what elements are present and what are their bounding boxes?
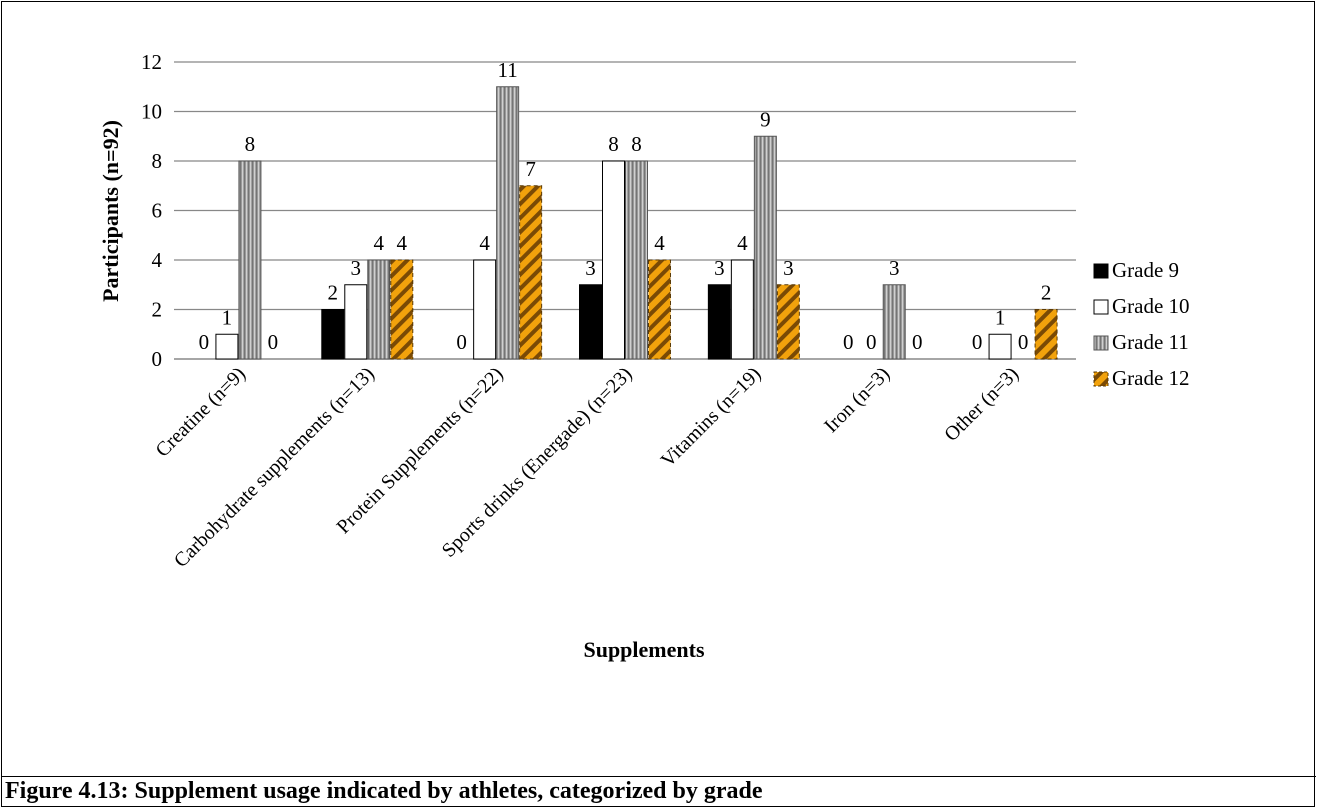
y-tick-label: 8: [152, 149, 163, 173]
data-label: 2: [328, 281, 339, 305]
data-label: 0: [268, 330, 279, 354]
y-axis-title: Participants (n=92): [98, 120, 123, 302]
data-label: 8: [608, 132, 619, 156]
data-label: 11: [498, 58, 518, 82]
bar: [1034, 309, 1058, 360]
bar: [215, 333, 239, 360]
bar: [730, 259, 754, 360]
data-label: 4: [397, 231, 408, 255]
bar: [344, 284, 368, 360]
data-label: 3: [351, 256, 362, 280]
data-label: 0: [866, 330, 877, 354]
bar: [238, 160, 262, 360]
bar: [988, 333, 1012, 360]
y-tick-label: 0: [152, 347, 163, 371]
bar: [602, 160, 625, 360]
bar: [473, 259, 497, 360]
data-label: 0: [1018, 330, 1029, 354]
legend-label: Grade 11: [1112, 330, 1189, 354]
data-label: 2: [1041, 281, 1052, 305]
x-tick-label: Other (n=3): [940, 363, 1023, 446]
data-label: 4: [374, 231, 385, 255]
x-tick-label: Creatine (n=9): [151, 363, 250, 462]
bar: [648, 259, 671, 360]
x-tick-label: Iron (n=3): [820, 363, 894, 437]
bar: [496, 86, 520, 360]
bar: [321, 309, 345, 360]
bar: [707, 284, 731, 360]
legend-swatch: [1093, 335, 1109, 351]
bar: [776, 284, 800, 360]
data-label: 0: [199, 330, 210, 354]
data-label: 1: [995, 305, 1006, 329]
data-label: 3: [585, 256, 596, 280]
data-label: 0: [456, 330, 467, 354]
legend-label: Grade 9: [1112, 258, 1179, 282]
data-label: 8: [245, 132, 256, 156]
y-tick-label: 4: [152, 248, 163, 272]
data-label: 8: [631, 132, 642, 156]
data-label: 7: [525, 157, 536, 181]
data-label: 4: [737, 231, 748, 255]
bar: [579, 284, 602, 360]
legend-swatch: [1093, 263, 1109, 279]
data-label: 3: [783, 256, 794, 280]
bar: [519, 185, 543, 360]
x-tick-label: Vitamins (n=19): [657, 363, 766, 472]
bar: [882, 284, 906, 360]
y-tick-label: 6: [152, 199, 163, 223]
legend-label: Grade 10: [1112, 294, 1190, 318]
data-label: 4: [479, 231, 490, 255]
bar: [625, 160, 648, 360]
y-tick-label: 10: [141, 100, 162, 124]
data-label: 3: [714, 256, 725, 280]
bar: [390, 259, 414, 360]
bar: [753, 135, 777, 360]
data-label: 0: [843, 330, 854, 354]
data-label: 0: [912, 330, 923, 354]
bar: [367, 259, 391, 360]
legend-swatch: [1093, 371, 1109, 387]
legend-label: Grade 12: [1112, 366, 1190, 390]
legend-swatch: [1093, 299, 1109, 315]
data-label: 1: [222, 305, 233, 329]
x-axis-title: Supplements: [583, 637, 704, 662]
y-tick-label: 2: [152, 298, 163, 322]
data-label: 3: [889, 256, 900, 280]
data-label: 0: [972, 330, 983, 354]
data-label: 4: [654, 231, 665, 255]
figure-caption: Figure 4.13: Supplement usage indicated …: [5, 778, 763, 804]
x-tick-label: Carbohydrate supplements (n=13): [170, 363, 379, 572]
chart-area: [2, 2, 1316, 777]
y-tick-label: 12: [141, 50, 162, 74]
data-label: 9: [760, 107, 771, 131]
